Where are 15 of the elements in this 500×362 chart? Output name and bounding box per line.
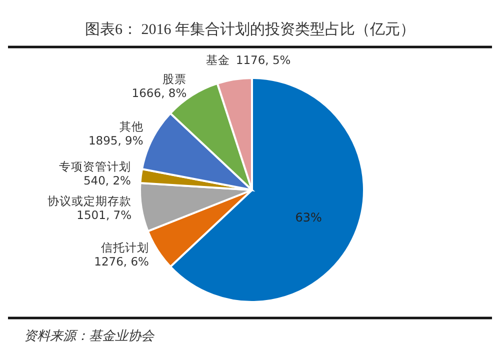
data-label: 1176, 5%	[236, 53, 291, 67]
data-label: 540, 2%	[83, 174, 132, 188]
slice-label: 信托计划	[100, 240, 149, 254]
slice-label: 基金	[206, 53, 230, 67]
data-label: 63%	[295, 210, 322, 224]
slice-label: 协议或定期存款	[48, 194, 132, 208]
chart-title: 图表6： 2016 年集合计划的投资类型占比（亿元）	[85, 21, 415, 38]
slice-label: 专项资管计划	[58, 160, 131, 174]
data-label: 1501, 7%	[76, 208, 132, 222]
data-label: 1666, 8%	[132, 86, 187, 100]
data-label: 1895, 9%	[88, 134, 144, 148]
text: 资料来源：基金业协会	[24, 328, 155, 343]
slice-label: 其他	[119, 120, 144, 134]
slice-label: 股票	[162, 72, 187, 86]
data-label: 1276, 6%	[94, 254, 150, 268]
